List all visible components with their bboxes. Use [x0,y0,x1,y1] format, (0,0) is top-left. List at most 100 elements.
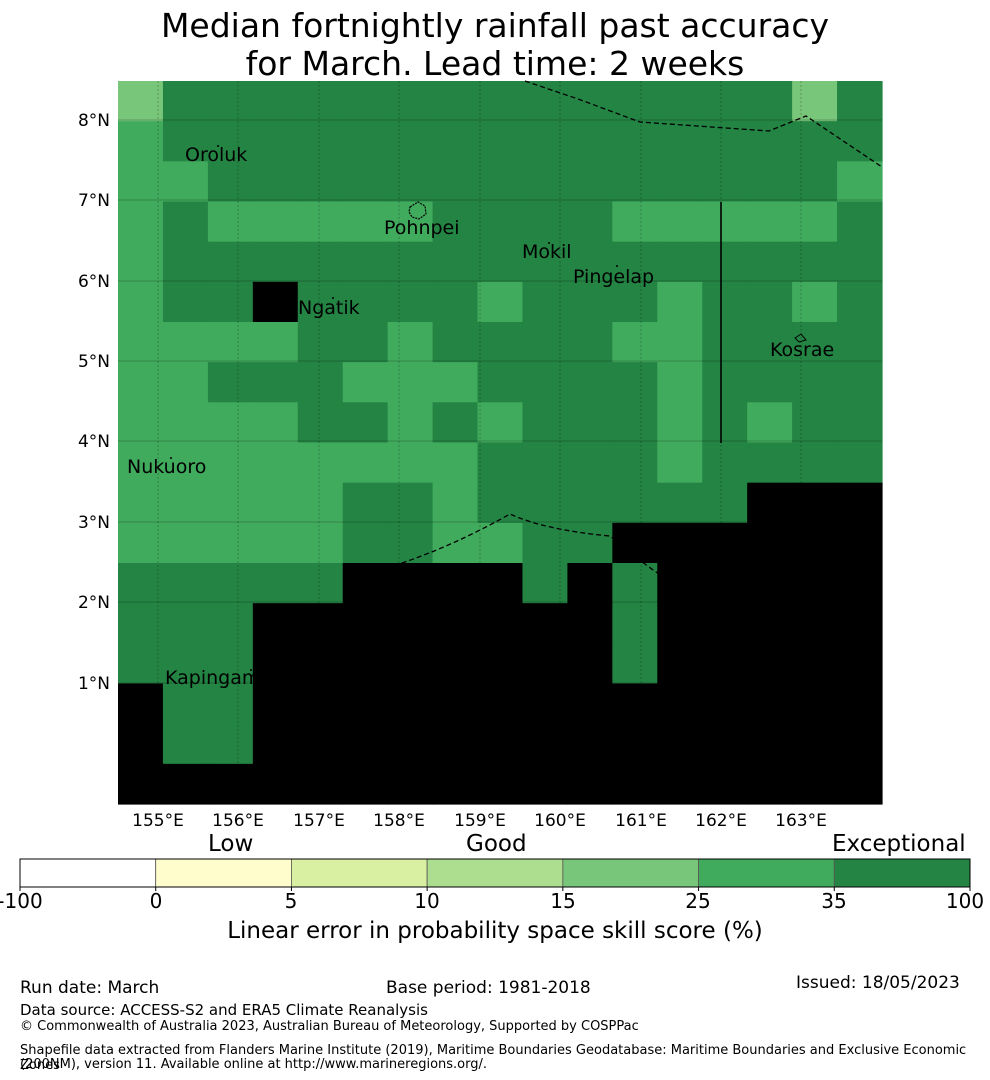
grid-cell [297,161,344,203]
pingelap-atoll [616,265,618,267]
pohnpei-island [408,201,427,220]
grid-cell [342,563,389,604]
grid-cell [747,723,793,765]
grid-cell [702,482,748,524]
grid-cell [162,522,209,564]
grid-cell [162,81,209,122]
grid-cell [252,402,299,444]
grid-cell [567,643,613,685]
grid-cell [342,201,389,243]
grid-cell [477,121,524,162]
grid-cell [207,322,254,363]
grid-cell [118,442,164,484]
grid-cell [432,322,479,363]
grid-cell [567,442,613,484]
grid-cell [702,563,748,604]
grid-cell [207,563,254,604]
base-period: Base period: 1981-2018 [386,978,591,998]
colorbar-label: Linear error in probability space skill … [227,918,763,944]
grid-cell [162,643,209,685]
place-label-kapingamarangi: Kapingamarangi [165,667,321,689]
grid-cell [387,442,434,484]
grid-cell [432,563,479,604]
grid-cell [612,201,658,243]
grid-cell [567,482,613,524]
grid-cell [567,563,613,604]
grid-cell [522,723,569,765]
grid-cell [657,482,703,524]
grid-cell [747,281,793,323]
grid-cell [207,442,254,484]
grid-cell [432,161,479,203]
grid-cell [837,161,883,203]
colorbar-heading-good: Good [466,831,527,857]
grid-cell [342,81,389,122]
grid-cell [207,482,254,524]
lat-tick-label: 2°N [78,593,110,613]
grid-cell [432,121,479,162]
lon-tick-label: 156°E [212,811,264,831]
grid-cell [118,643,164,685]
grid-cell [342,763,389,805]
grid-cell [297,241,344,283]
grid-cell [118,241,164,283]
grid-cell [387,643,434,685]
grid-cell [342,241,389,283]
colorbar-tick-label: 100 [945,889,985,913]
grid-cell [747,362,793,403]
grid-cell [522,121,569,162]
grid-cell [747,322,793,363]
grid-cell [118,763,164,805]
data-source: Data source: ACCESS-S2 and ERA5 Climate … [20,1001,428,1019]
grid-cell [207,522,254,564]
grid-cell [837,322,883,363]
grid-cell [567,322,613,363]
grid-cell [522,281,569,323]
grid-cell [522,763,569,805]
grid-cell [297,763,344,805]
grid-cell [792,241,838,283]
grid-cell [792,683,838,725]
grid-cell [387,763,434,805]
grid-cell [702,603,748,644]
grid-cell [297,482,344,524]
grid-cell [747,482,793,524]
grid-cell [702,402,748,444]
grid-cell [118,281,164,323]
grid-cell [522,563,569,604]
grid-cell [837,201,883,243]
skill-grid [118,81,883,805]
grid-cell [207,603,254,644]
grid-cell [297,201,344,243]
grid-cell [567,402,613,444]
grid-cell [162,161,209,203]
grid-cell [657,322,703,363]
grid-cell [792,161,838,203]
grid-cell [297,442,344,484]
grid-cell [747,683,793,725]
grid-cell [432,522,479,564]
grid-cell [612,161,658,203]
grid-cell [567,81,613,122]
grid-cell [477,442,524,484]
grid-cell [612,442,658,484]
grid-cell [702,763,748,805]
grid-cell [432,281,479,323]
grid-cell [342,723,389,765]
grid-cell [477,81,524,122]
grid-cell [162,683,209,725]
grid-cell [432,442,479,484]
lon-tick-label: 160°E [534,811,586,831]
grid-cell [657,442,703,484]
grid-cell [162,603,209,644]
issued-date: Issued: 18/05/2023 [796,973,960,993]
grid-cell [432,241,479,283]
grid-cell [612,241,658,283]
title-line-1: Median fortnightly rainfall past accurac… [160,6,830,45]
grid-cell [252,563,299,604]
lat-tick-label: 7°N [78,191,110,211]
grid-cell [747,643,793,685]
grid-cell [162,241,209,283]
grid-cell [387,322,434,363]
grid-cell [297,723,344,765]
